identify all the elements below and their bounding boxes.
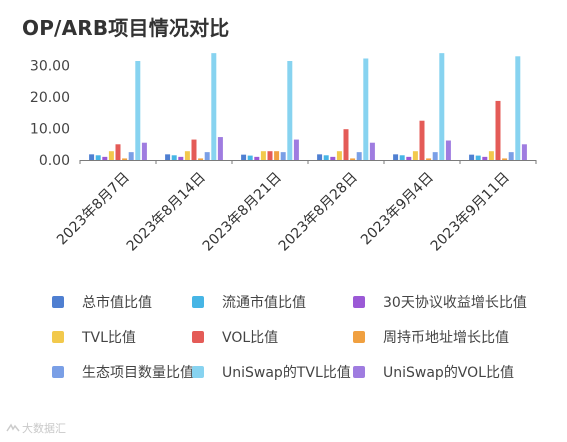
- bar: [323, 155, 329, 160]
- bar: [508, 152, 514, 160]
- bar: [184, 151, 190, 160]
- bar: [165, 154, 171, 160]
- bar: [343, 129, 349, 160]
- y-tick-label: 0.00: [39, 153, 70, 169]
- bar: [445, 140, 451, 160]
- x-tick-label: 2023年8月21日: [200, 170, 285, 255]
- bar: [247, 155, 253, 160]
- x-tick-label: 2023年8月14日: [124, 170, 209, 255]
- bar: [178, 156, 184, 160]
- bar: [412, 151, 418, 160]
- bar: [135, 61, 141, 160]
- bar: [502, 158, 508, 160]
- bar: [363, 58, 369, 160]
- bar: [191, 139, 197, 160]
- y-tick-label: 20.00: [30, 90, 70, 106]
- bar: [211, 53, 217, 160]
- bar: [204, 152, 210, 160]
- bar: [515, 56, 521, 160]
- bar: [482, 156, 488, 160]
- bar: [217, 137, 223, 160]
- watermark-logo-icon: [6, 423, 20, 432]
- bar: [393, 154, 399, 160]
- bar: [95, 155, 101, 160]
- chart-title: OP/ARB项目情况对比: [22, 16, 230, 40]
- bar: [89, 154, 95, 160]
- bar: [406, 156, 412, 160]
- x-tick-label: 2023年8月7日: [54, 170, 133, 249]
- bar: [198, 158, 204, 160]
- bar: [274, 151, 280, 160]
- bar: [102, 156, 108, 160]
- bar: [260, 151, 266, 160]
- watermark-text: 大数据汇: [22, 422, 66, 435]
- watermark: 大数据汇: [6, 420, 66, 436]
- x-tick-label: 2023年9月4日: [358, 170, 437, 249]
- bar: [419, 120, 425, 160]
- bar: [469, 154, 475, 160]
- bar: [171, 155, 177, 160]
- bar: [495, 100, 501, 160]
- bar: [336, 151, 342, 160]
- bar: [115, 144, 121, 160]
- y-tick-label: 10.00: [30, 122, 70, 138]
- bar: [399, 155, 405, 160]
- bar: [293, 139, 299, 160]
- bar: [128, 152, 134, 160]
- x-tick-label: 2023年9月11日: [428, 170, 513, 255]
- bar: [330, 156, 336, 160]
- bar: [488, 151, 494, 160]
- bar: [369, 142, 375, 160]
- bar: [439, 53, 445, 160]
- bar: [521, 144, 527, 160]
- bar: [287, 61, 293, 160]
- bar: [356, 152, 362, 160]
- bar: [350, 158, 356, 160]
- bar: [432, 152, 438, 160]
- bar: [280, 152, 286, 160]
- bar: [254, 156, 260, 160]
- y-tick-label: 30.00: [30, 59, 70, 75]
- bar: [141, 142, 147, 160]
- bar: [122, 158, 128, 160]
- x-tick-label: 2023年8月28日: [276, 170, 361, 255]
- bar: [241, 154, 247, 160]
- bar: [267, 151, 273, 160]
- bar: [317, 154, 323, 160]
- bar: [426, 158, 432, 160]
- bar: [475, 155, 481, 160]
- bar: [108, 151, 114, 160]
